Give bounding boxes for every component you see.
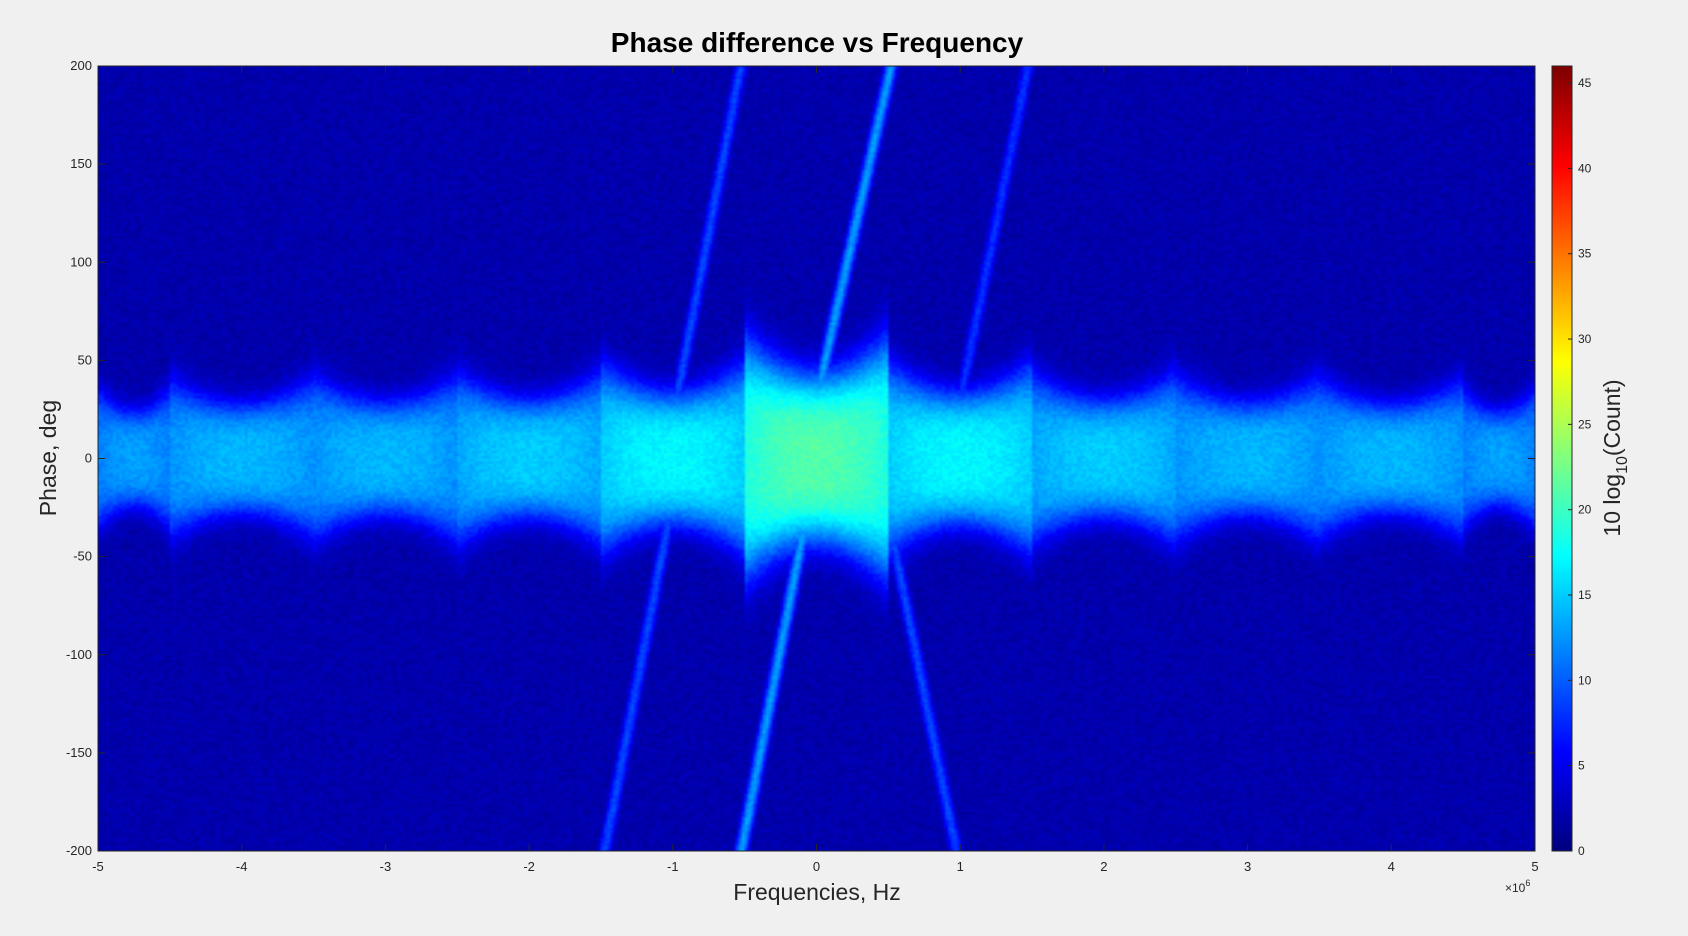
colorbar-tick-label: 25 bbox=[1578, 417, 1592, 431]
colorbar-frame bbox=[1551, 65, 1573, 852]
x-tick-label: 0 bbox=[813, 859, 820, 874]
x-tick-label: -1 bbox=[667, 859, 679, 874]
y-tick-label: 100 bbox=[70, 254, 92, 269]
x-tick-label: 3 bbox=[1244, 859, 1251, 874]
colorbar-tick-label: 20 bbox=[1578, 503, 1592, 517]
colorbar-tick-label: 0 bbox=[1578, 844, 1585, 858]
colorbar-tick-label: 5 bbox=[1578, 759, 1585, 773]
colorbar-tick-label: 10 bbox=[1578, 673, 1592, 687]
y-tick-label: 150 bbox=[70, 156, 92, 171]
y-axis-label: Phase, deg bbox=[35, 400, 61, 516]
colorbar: 0 5 10 15 20 25 30 35 40 45 bbox=[1551, 65, 1592, 858]
y-tick-label: -100 bbox=[66, 647, 92, 662]
colorbar-label: 10 log10(Count) bbox=[1599, 379, 1631, 536]
plot-area bbox=[97, 65, 1536, 852]
x-tick-label: -2 bbox=[523, 859, 535, 874]
x-tick-label: 5 bbox=[1531, 859, 1538, 874]
x-axis-ticks: -5 -4 -3 -2 -1 0 1 2 3 4 5 bbox=[92, 66, 1539, 874]
y-tick-label: -150 bbox=[66, 745, 92, 760]
y-axis-ticks: -200 -150 -100 -50 0 50 100 150 200 bbox=[66, 58, 1535, 858]
heatmap-image bbox=[98, 66, 1535, 851]
x-tick-label: 4 bbox=[1388, 859, 1395, 874]
x-tick-label: -5 bbox=[92, 859, 104, 874]
x-tick-label: -3 bbox=[380, 859, 392, 874]
colorbar-tick-label: 40 bbox=[1578, 161, 1592, 175]
colorbar-ticks: 0 5 10 15 20 25 30 35 40 45 bbox=[1568, 76, 1592, 858]
colorbar-tick-label: 45 bbox=[1578, 76, 1592, 90]
colorbar-tick-label: 30 bbox=[1578, 332, 1592, 346]
y-tick-label: -200 bbox=[66, 843, 92, 858]
x-tick-label: -4 bbox=[236, 859, 248, 874]
x-tick-label: 1 bbox=[957, 859, 964, 874]
colorbar-gradient bbox=[1552, 66, 1572, 851]
x-tick-label: 2 bbox=[1100, 859, 1107, 874]
chart-title: Phase difference vs Frequency bbox=[611, 27, 1024, 58]
y-tick-label: 0 bbox=[85, 451, 92, 466]
colorbar-tick-label: 35 bbox=[1578, 247, 1592, 261]
x-axis-exponent: ×106 bbox=[1505, 878, 1530, 895]
y-tick-label: 50 bbox=[78, 352, 92, 367]
x-axis-label: Frequencies, Hz bbox=[733, 879, 900, 905]
y-tick-label: 200 bbox=[70, 58, 92, 73]
y-tick-label: -50 bbox=[73, 549, 92, 564]
colorbar-tick-label: 15 bbox=[1578, 588, 1592, 602]
